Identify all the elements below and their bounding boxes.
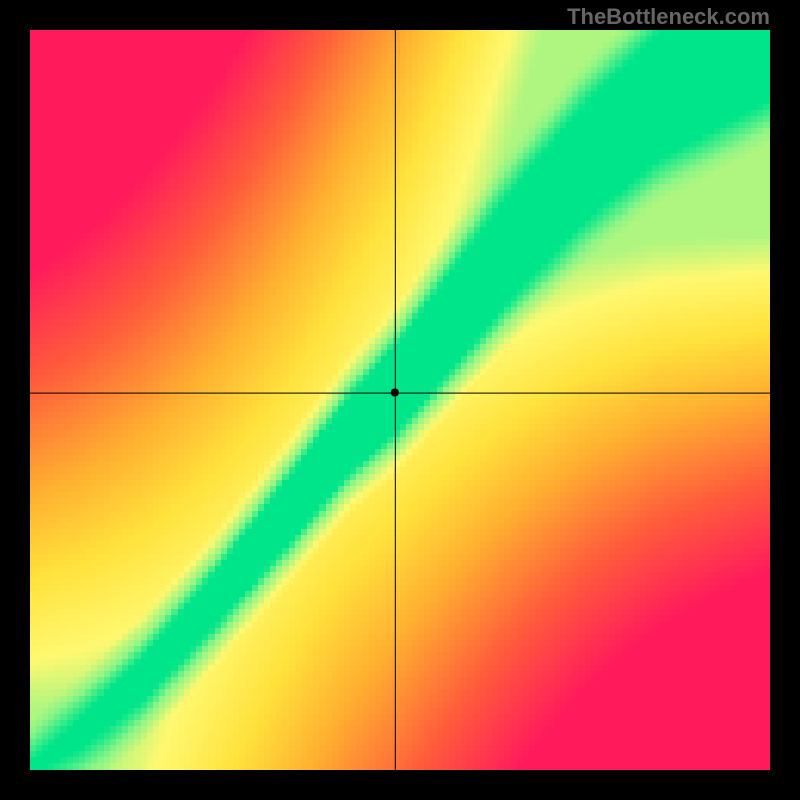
plot-area (30, 30, 770, 770)
bottleneck-heatmap (30, 30, 770, 770)
watermark-text: TheBottleneck.com (567, 4, 770, 30)
chart-container: { "watermark": { "text": "TheBottleneck.… (0, 0, 800, 800)
